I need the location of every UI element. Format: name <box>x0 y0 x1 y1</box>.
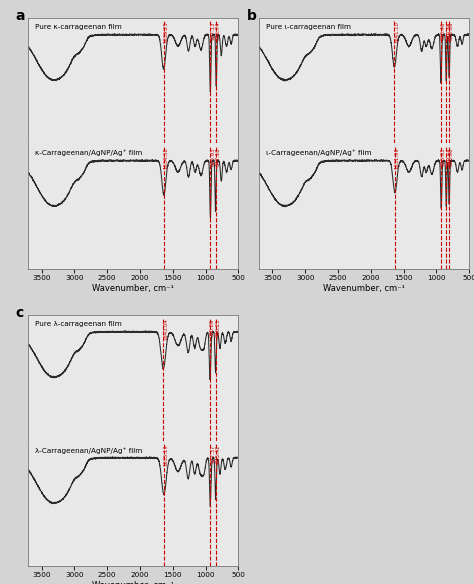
Text: 1641.10: 1641.10 <box>394 21 399 43</box>
Text: Pure λ-carrageenan film: Pure λ-carrageenan film <box>35 321 121 327</box>
Text: Pure κ-carrageenan film: Pure κ-carrageenan film <box>35 24 121 30</box>
Text: 850.43: 850.43 <box>446 147 451 166</box>
Text: 836.74: 836.74 <box>216 21 221 40</box>
Text: b: b <box>247 9 256 23</box>
Text: 845.42: 845.42 <box>216 444 220 463</box>
Text: a: a <box>16 9 25 23</box>
Text: λ-Carrageenan/AgNP/Ag⁺ film: λ-Carrageenan/AgNP/Ag⁺ film <box>35 447 142 454</box>
Text: 925.93: 925.93 <box>210 147 215 166</box>
Text: 930.89: 930.89 <box>210 318 215 337</box>
Text: 805.66: 805.66 <box>449 21 454 40</box>
Text: 1634.58: 1634.58 <box>164 147 169 169</box>
Text: 927.13: 927.13 <box>210 21 215 40</box>
Text: 1643.04: 1643.04 <box>163 318 168 340</box>
Text: 850.38: 850.38 <box>446 21 451 40</box>
Text: 927.37: 927.37 <box>210 444 215 463</box>
X-axis label: Wavenumber, cm⁻¹: Wavenumber, cm⁻¹ <box>92 581 174 584</box>
Text: 805.98: 805.98 <box>449 147 454 166</box>
Text: 1631.99: 1631.99 <box>395 147 400 169</box>
Text: 846.25: 846.25 <box>216 318 220 337</box>
Text: ι-Carrageenan/AgNP/Ag⁺ film: ι-Carrageenan/AgNP/Ag⁺ film <box>265 150 371 157</box>
Text: Pure ι-carrageenan film: Pure ι-carrageenan film <box>265 24 351 30</box>
Text: 926.93: 926.93 <box>441 147 446 166</box>
X-axis label: Wavenumber, cm⁻¹: Wavenumber, cm⁻¹ <box>92 284 174 293</box>
Text: 930.46: 930.46 <box>441 21 446 40</box>
X-axis label: Wavenumber, cm⁻¹: Wavenumber, cm⁻¹ <box>323 284 405 293</box>
Text: c: c <box>16 306 24 320</box>
Text: κ-Carrageenan/AgNP/Ag⁺ film: κ-Carrageenan/AgNP/Ag⁺ film <box>35 150 142 157</box>
Text: 1635.19: 1635.19 <box>164 444 169 466</box>
Text: 1639.25: 1639.25 <box>164 21 168 43</box>
Text: 847.18: 847.18 <box>216 147 220 166</box>
